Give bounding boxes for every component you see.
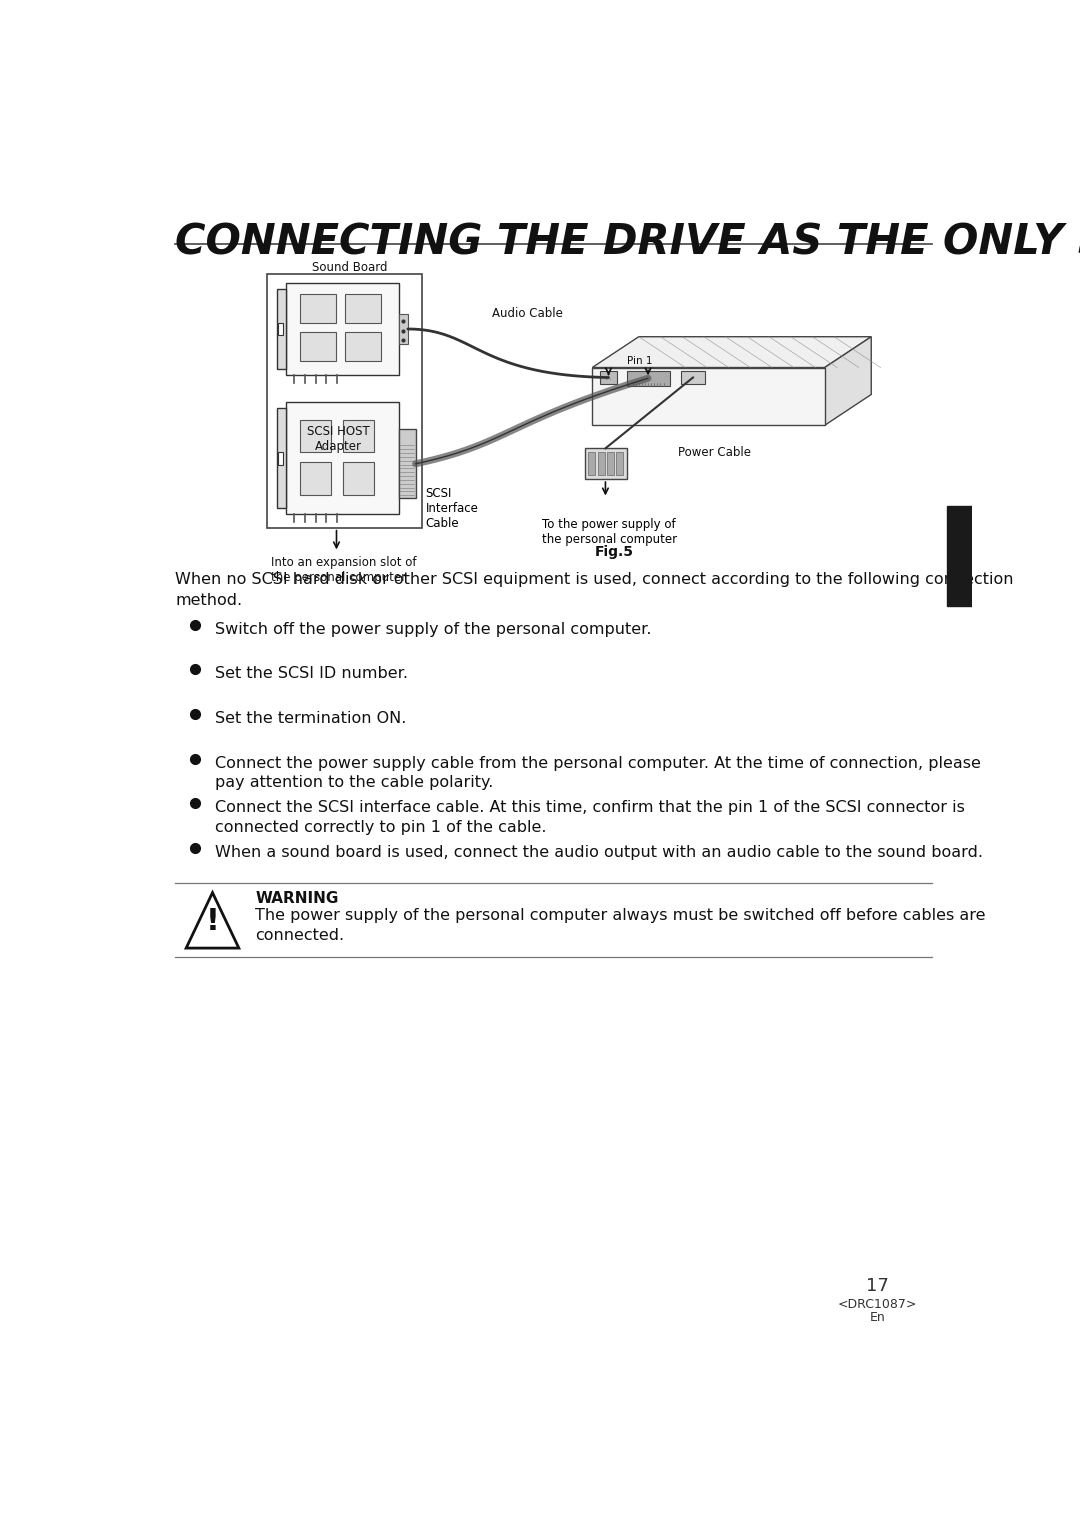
Bar [342,420,374,453]
Text: Pin 1: Pin 1 [627,356,652,365]
Text: Power Cable: Power Cable [677,446,751,459]
Text: Connect the power supply cable from the personal computer. At the time of connec: Connect the power supply cable from the … [215,755,981,790]
Bar [279,323,283,335]
Text: Switch off the power supply of the personal computer.: Switch off the power supply of the perso… [215,622,651,636]
Text: CONNECTING THE DRIVE AS THE ONLY SCSI DEVICE: CONNECTING THE DRIVE AS THE ONLY SCSI DE… [175,222,1080,263]
Text: When no SCSI hard disk or other SCSI equipment is used, connect according to the: When no SCSI hard disk or other SCSI equ… [175,572,1014,607]
Bar [584,448,627,479]
Text: En: En [869,1310,886,1324]
Bar [276,289,286,368]
Text: To the power supply of
the personal computer: To the power supply of the personal comp… [542,518,677,546]
Text: Set the termination ON.: Set the termination ON. [215,711,406,726]
Text: !: ! [205,907,219,936]
Bar [627,370,670,385]
Text: Sound Board: Sound Board [312,260,388,274]
Bar [342,462,374,494]
Text: Connect the SCSI interface cable. At this time, confirm that the pin 1 of the SC: Connect the SCSI interface cable. At thi… [215,800,964,835]
Text: SCSI HOST
Adapter: SCSI HOST Adapter [307,425,369,453]
Text: When a sound board is used, connect the audio output with an audio cable to the : When a sound board is used, connect the … [215,846,983,859]
Polygon shape [825,336,872,425]
Text: 17: 17 [866,1277,889,1295]
Bar [345,294,380,323]
Polygon shape [592,336,872,367]
Text: SCSI
Interface
Cable: SCSI Interface Cable [426,486,478,531]
Bar [589,453,595,476]
Bar [279,453,283,465]
Bar [300,420,332,453]
Polygon shape [186,893,239,948]
Bar [592,367,825,425]
Bar [399,430,416,498]
Bar [300,294,336,323]
Text: Into an expansion slot of
the personal computer: Into an expansion slot of the personal c… [271,557,416,584]
Bar [399,313,408,344]
Text: Set the SCSI ID number.: Set the SCSI ID number. [215,667,408,682]
Text: The power supply of the personal computer always must be switched off before cab: The power supply of the personal compute… [255,908,986,943]
Text: ...: ... [605,373,612,382]
Bar [617,453,623,476]
Bar [300,332,336,361]
Bar [345,332,380,361]
Bar [276,408,286,508]
Bar [300,462,332,494]
Bar [681,370,704,384]
Text: Fig.5: Fig.5 [594,544,634,558]
Bar [947,506,972,605]
Bar [600,370,617,384]
Text: <DRC1087>: <DRC1087> [838,1298,917,1310]
Bar [286,402,399,514]
Bar [597,453,605,476]
Bar [607,453,613,476]
Text: Audio Cable: Audio Cable [491,307,563,321]
Bar [267,274,422,528]
Text: WARNING: WARNING [255,891,338,907]
Bar [286,283,399,375]
